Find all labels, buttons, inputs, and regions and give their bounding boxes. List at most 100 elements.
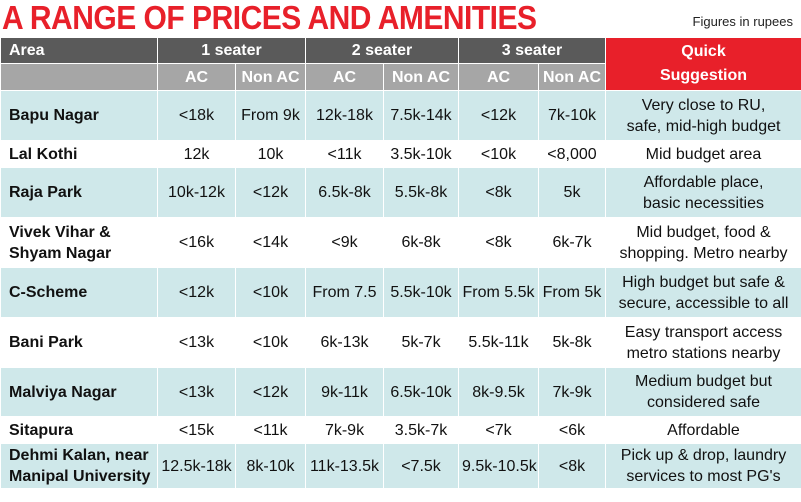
suggestion-cell: Easy transport access metro stations nea… [605,317,801,368]
table-row: Dehmi Kalan, near Manipal University 12.5… [0,443,801,489]
price-cell-s3-nonac: From 5k [538,267,606,318]
col-subheader-blank [0,63,158,91]
area-cell: Sitapura [0,416,158,444]
table-row: Malviya Nagar <13k <12k 9k-11k 6.5k-10k 8k-9.… [0,367,801,417]
price-cell-s2-nonac: 5.5k-10k [383,267,459,318]
price-cell-s2-nonac: 3.5k-10k [383,140,459,168]
col-subheader-s3-nonac: Non AC [538,63,606,91]
col-header-three-seater: 3 seater [458,37,606,64]
price-cell-s3-nonac: 5k [538,167,606,218]
price-cell-s1-nonac: 10k [235,140,306,168]
price-cell-s1-ac: <12k [157,267,236,318]
col-subheader-s3-ac: AC [458,63,539,91]
suggestion-cell: Affordable place, basic necessities [605,167,801,218]
area-cell: Malviya Nagar [0,367,158,417]
table-row: Raja Park 10k-12k <12k 6.5k-8k 5.5k-8k <8k 5k A… [0,167,801,218]
col-header-suggestion: Quick Suggestion [605,37,801,91]
price-cell-s2-ac: 7k-9k [305,416,384,444]
price-cell-s3-nonac: 5k-8k [538,317,606,368]
col-subheader-s2-ac: AC [305,63,384,91]
price-cell-s1-nonac: <12k [235,167,306,218]
price-cell-s1-nonac: 8k-10k [235,443,306,489]
price-cell-s2-nonac: 6k-8k [383,217,459,268]
price-cell-s2-nonac: 6.5k-10k [383,367,459,417]
col-header-two-seater: 2 seater [305,37,459,64]
price-cell-s1-nonac: <10k [235,317,306,368]
area-cell: Dehmi Kalan, near Manipal University [0,443,158,489]
price-cell-s2-nonac: 7.5k-14k [383,90,459,141]
col-subheader-s1-nonac: Non AC [235,63,306,91]
table-row: Bapu Nagar <18k From 9k 12k-18k 7.5k-14k <12k… [0,90,801,141]
page-title: A RANGE OF PRICES AND AMENITIES [2,0,537,37]
price-cell-s1-ac: <13k [157,367,236,417]
area-cell: Bapu Nagar [0,90,158,141]
price-cell-s1-ac: <15k [157,416,236,444]
price-cell-s1-ac: 12.5k-18k [157,443,236,489]
price-cell-s1-ac: <13k [157,317,236,368]
price-cell-s2-ac: 11k-13.5k [305,443,384,489]
table-row: C-Scheme <12k <10k From 7.5 5.5k-10k From 5.5… [0,267,801,318]
price-cell-s3-nonac: 6k-7k [538,217,606,268]
area-cell: Vivek Vihar & Shyam Nagar [0,217,158,268]
price-cell-s3-nonac: 7k-9k [538,367,606,417]
area-cell: Lal Kothi [0,140,158,168]
col-subheader-s2-nonac: Non AC [383,63,459,91]
price-cell-s1-nonac: <14k [235,217,306,268]
price-cell-s1-nonac: <12k [235,367,306,417]
price-cell-s2-nonac: 3.5k-7k [383,416,459,444]
suggestion-cell: Mid budget area [605,140,801,168]
table-row: Sitapura <15k <11k 7k-9k 3.5k-7k <7k <6k Afford… [0,416,801,444]
price-cell-s2-nonac: <7.5k [383,443,459,489]
price-cell-s1-nonac: From 9k [235,90,306,141]
suggestion-cell: Medium budget but considered safe [605,367,801,417]
area-cell: Raja Park [0,167,158,218]
price-table: Area 1 seater 2 seater 3 seater Quick Su… [0,37,801,489]
price-cell-s3-ac: 5.5k-11k [458,317,539,368]
header-row-sub: AC Non AC AC Non AC AC Non AC [0,63,801,91]
price-cell-s2-ac: 6k-13k [305,317,384,368]
price-cell-s2-ac: 9k-11k [305,367,384,417]
price-cell-s3-ac: From 5.5k [458,267,539,318]
price-cell-s2-ac: <9k [305,217,384,268]
price-cell-s3-nonac: 7k-10k [538,90,606,141]
price-cell-s3-ac: <12k [458,90,539,141]
price-cell-s3-ac: 8k-9.5k [458,367,539,417]
title-bar: A RANGE OF PRICES AND AMENITIES Figures … [0,0,801,37]
currency-note: Figures in rupees [692,14,793,29]
price-cell-s1-ac: 10k-12k [157,167,236,218]
price-cell-s1-nonac: <11k [235,416,306,444]
area-cell: C-Scheme [0,267,158,318]
price-cell-s3-ac: <7k [458,416,539,444]
table-row: Vivek Vihar & Shyam Nagar <16k <14k <9k 6k-8… [0,217,801,268]
suggestion-cell: Mid budget, food & shopping. Metro nearb… [605,217,801,268]
col-subheader-s1-ac: AC [157,63,236,91]
price-cell-s3-ac: <8k [458,217,539,268]
price-cell-s3-nonac: <6k [538,416,606,444]
suggestion-cell: Very close to RU, safe, mid-high budget [605,90,801,141]
price-cell-s2-ac: From 7.5 [305,267,384,318]
price-cell-s2-ac: 12k-18k [305,90,384,141]
table-body: Bapu Nagar <18k From 9k 12k-18k 7.5k-14k <12k… [0,90,801,489]
table-row: Bani Park <13k <10k 6k-13k 5k-7k 5.5k-11k 5k-8… [0,317,801,368]
price-cell-s2-nonac: 5k-7k [383,317,459,368]
price-cell-s1-nonac: <10k [235,267,306,318]
price-cell-s2-ac: 6.5k-8k [305,167,384,218]
price-cell-s1-ac: <16k [157,217,236,268]
area-cell: Bani Park [0,317,158,368]
col-header-one-seater: 1 seater [157,37,306,64]
price-cell-s3-nonac: <8,000 [538,140,606,168]
suggestion-cell: High budget but safe & secure, accessibl… [605,267,801,318]
price-cell-s3-ac: 9.5k-10.5k [458,443,539,489]
col-header-area: Area [0,37,158,64]
price-cell-s3-nonac: <8k [538,443,606,489]
price-cell-s3-ac: <8k [458,167,539,218]
price-cell-s1-ac: 12k [157,140,236,168]
price-cell-s3-ac: <10k [458,140,539,168]
price-cell-s2-nonac: 5.5k-8k [383,167,459,218]
suggestion-cell: Affordable [605,416,801,444]
price-cell-s2-ac: <11k [305,140,384,168]
header-row-top: Area 1 seater 2 seater 3 seater Quick Su… [0,37,801,91]
table-row: Lal Kothi 12k 10k <11k 3.5k-10k <10k <8,000 Mid… [0,140,801,168]
price-cell-s1-ac: <18k [157,90,236,141]
suggestion-cell: Pick up & drop, laundry services to most… [605,443,801,489]
